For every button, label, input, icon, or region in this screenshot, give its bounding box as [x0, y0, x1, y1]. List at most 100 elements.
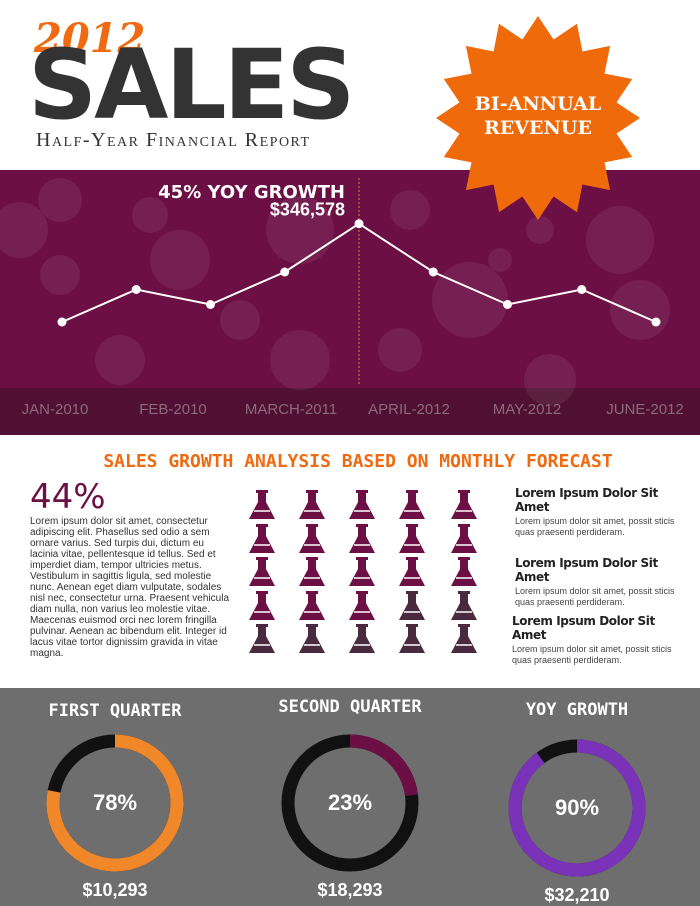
flask: [299, 527, 325, 553]
donut-label: 78%: [93, 790, 137, 815]
flask-lip: [306, 524, 318, 527]
bubble: [432, 262, 508, 338]
flask-grid: [249, 490, 477, 653]
point: [131, 285, 141, 294]
flask-lip: [458, 591, 470, 594]
x-label: JAN-2010: [22, 401, 89, 418]
bubble: [390, 190, 430, 230]
x-label: MARCH-2011: [245, 401, 337, 418]
flask-lip: [256, 557, 268, 560]
flask: [249, 560, 275, 586]
point: [428, 267, 438, 277]
flask: [299, 627, 325, 653]
subtitle: Half-Year Financial Report: [36, 129, 311, 151]
badge-text: REVENUE: [484, 117, 592, 139]
flask-lip: [356, 524, 368, 527]
bubble: [266, 196, 334, 264]
x-label: FEB-2010: [139, 401, 207, 418]
item-text: Lorem ipsum dolor sit amet, possit stici…: [515, 516, 675, 537]
flask-lip: [306, 624, 318, 627]
item: Lorem Ipsum Dolor Sit Amet Lorem ipsum do…: [512, 614, 672, 666]
flask-lip: [256, 591, 268, 594]
bubble: [586, 206, 654, 274]
flask: [249, 493, 275, 519]
flask-lip: [356, 591, 368, 594]
donut-title: FIRST QUARTER: [48, 701, 182, 721]
flask-lip: [356, 490, 368, 493]
flask: [399, 594, 425, 620]
point: [577, 285, 587, 294]
flask: [399, 627, 425, 653]
x-label: MAY-2012: [493, 401, 561, 418]
flask: [349, 594, 375, 620]
point: [57, 317, 67, 327]
flask: [249, 527, 275, 553]
flask: [349, 560, 375, 586]
flask: [451, 560, 477, 586]
flask: [349, 527, 375, 553]
flask: [451, 627, 477, 653]
flask-lip: [256, 490, 268, 493]
badge-star: [436, 16, 640, 220]
point: [651, 317, 661, 327]
flask: [249, 627, 275, 653]
item-text: Lorem ipsum dolor sit amet, possit stici…: [512, 644, 672, 665]
bubble: [40, 255, 80, 295]
bubble: [378, 328, 422, 372]
bubble: [95, 335, 145, 385]
bubble: [526, 216, 554, 244]
flask: [299, 493, 325, 519]
flask: [399, 527, 425, 553]
flask-lip: [406, 591, 418, 594]
flask-lip: [356, 557, 368, 560]
annotation: 45% YOY GROWTH: [158, 182, 345, 203]
x-label: APRIL-2012: [368, 401, 450, 418]
flask: [399, 560, 425, 586]
donut-title: YOY GROWTH: [526, 700, 628, 720]
flask-lip: [256, 624, 268, 627]
item-heading: Lorem Ipsum Dolor Sit Amet: [515, 486, 658, 514]
x-label: JUNE-2012: [606, 401, 684, 418]
donut-arc: [508, 739, 646, 877]
bubble: [132, 197, 168, 233]
flask-lip: [458, 557, 470, 560]
flask: [299, 594, 325, 620]
item-text: Lorem ipsum dolor sit amet, possit stici…: [515, 586, 675, 607]
flask-lip: [306, 591, 318, 594]
flask-lip: [306, 490, 318, 493]
flask-lip: [458, 490, 470, 493]
title: SALES: [28, 29, 352, 141]
point: [503, 300, 512, 309]
flask: [451, 527, 477, 553]
donut-arc: [349, 734, 418, 797]
flask-lip: [306, 557, 318, 560]
point: [280, 267, 290, 277]
flask-lip: [356, 624, 368, 627]
flask-lip: [458, 524, 470, 527]
donut-caption: $32,210: [544, 885, 609, 905]
bubble: [488, 248, 512, 272]
flask: [451, 493, 477, 519]
section-title: SALES GROWTH ANALYSIS BASED ON MONTHLY F…: [103, 451, 612, 472]
flask: [349, 627, 375, 653]
item-heading: Lorem Ipsum Dolor Sit Amet: [512, 614, 655, 642]
flask-lip: [406, 490, 418, 493]
item-heading: Lorem Ipsum Dolor Sit Amet: [515, 556, 658, 584]
flask: [249, 594, 275, 620]
donut-label: 23%: [328, 790, 372, 815]
bubble: [524, 354, 576, 406]
item: Lorem Ipsum Dolor Sit Amet Lorem ipsum do…: [515, 556, 675, 608]
year: 2012: [33, 15, 145, 62]
bubble: [38, 178, 82, 222]
flask-lip: [406, 557, 418, 560]
donut-arc: [46, 734, 184, 872]
bubble: [220, 300, 260, 340]
donut-caption: $10,293: [82, 880, 147, 900]
flask: [349, 493, 375, 519]
donut-title: SECOND QUARTER: [278, 697, 422, 717]
flask-lip: [458, 624, 470, 627]
flask: [299, 560, 325, 586]
badge-text: BI-ANNUAL: [475, 93, 601, 115]
